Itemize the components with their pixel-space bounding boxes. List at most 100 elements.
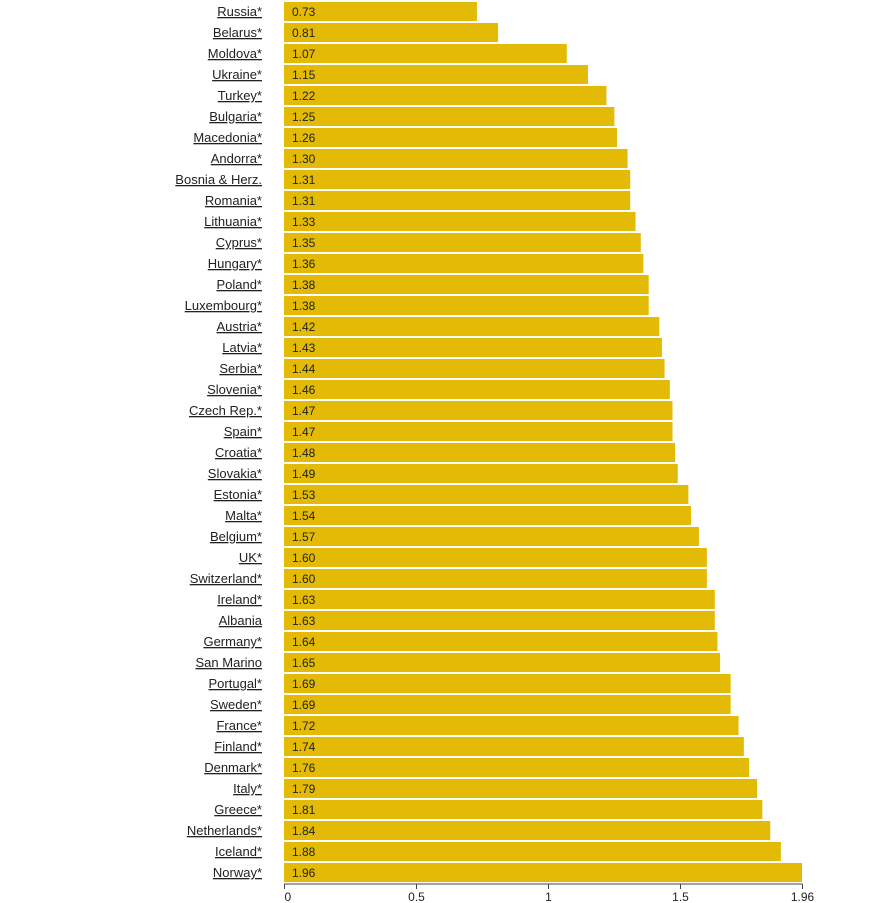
category-label-link[interactable]: Netherlands* [187, 823, 262, 838]
value-label: 1.53 [292, 488, 316, 502]
bar [284, 632, 718, 651]
category-label-link[interactable]: Denmark* [204, 760, 262, 775]
value-label: 1.63 [292, 614, 316, 628]
bar [284, 359, 665, 378]
bar [284, 800, 763, 819]
category-label-link[interactable]: Austria* [216, 319, 262, 334]
category-label-link[interactable]: Ireland* [217, 592, 262, 607]
category-label-link[interactable]: Andorra* [211, 151, 262, 166]
bar [284, 548, 707, 567]
category-label-link[interactable]: Italy* [233, 781, 262, 796]
bar [284, 65, 588, 84]
x-tick-label: 0.5 [408, 890, 425, 903]
category-label-link[interactable]: Hungary* [208, 256, 262, 271]
bar [284, 779, 758, 798]
value-label: 1.81 [292, 803, 316, 817]
category-label-link[interactable]: Serbia* [219, 361, 262, 376]
category-label-link[interactable]: France* [216, 718, 262, 733]
bar [284, 296, 649, 315]
value-label: 0.81 [292, 26, 316, 40]
value-label: 1.48 [292, 446, 316, 460]
category-label-link[interactable]: Bulgaria* [209, 109, 262, 124]
category-label-link[interactable]: Iceland* [215, 844, 262, 859]
bar [284, 317, 660, 336]
category-label-link[interactable]: Moldova* [208, 46, 262, 61]
category-label-link[interactable]: Belarus* [213, 25, 262, 40]
category-label-link[interactable]: San Marino [196, 655, 262, 670]
bar [284, 653, 721, 672]
bar [284, 86, 607, 105]
bar [284, 464, 678, 483]
value-label: 1.38 [292, 278, 316, 292]
category-label-link[interactable]: Czech Rep.* [189, 403, 262, 418]
bar [284, 254, 644, 273]
bar [284, 863, 802, 882]
value-label: 1.64 [292, 635, 316, 649]
category-label-link[interactable]: Luxembourg* [185, 298, 262, 313]
value-label: 1.44 [292, 362, 316, 376]
category-label-link[interactable]: Albania [219, 613, 263, 628]
category-label-link[interactable]: Russia* [217, 4, 262, 19]
bar [284, 401, 673, 420]
value-label: 1.79 [292, 782, 316, 796]
value-label: 1.35 [292, 236, 316, 250]
value-label: 0.73 [292, 5, 316, 19]
category-label-link[interactable]: Switzerland* [190, 571, 262, 586]
category-label-link[interactable]: Turkey* [218, 88, 262, 103]
category-label-link[interactable]: Finland* [214, 739, 262, 754]
bar [284, 569, 707, 588]
value-label: 1.26 [292, 131, 316, 145]
bar [284, 338, 662, 357]
value-label: 1.88 [292, 845, 316, 859]
value-label: 1.33 [292, 215, 316, 229]
category-label-link[interactable]: Malta* [225, 508, 262, 523]
category-label-link[interactable]: Portugal* [209, 676, 262, 691]
category-label-link[interactable]: Belgium* [210, 529, 262, 544]
bar [284, 275, 649, 294]
bar [284, 422, 673, 441]
value-label: 1.31 [292, 173, 316, 187]
value-label: 1.07 [292, 47, 316, 61]
bar [284, 485, 689, 504]
bar [284, 737, 744, 756]
category-label-link[interactable]: Bosnia & Herz. [175, 172, 262, 187]
bar [284, 23, 499, 42]
category-label-link[interactable]: Estonia* [214, 487, 262, 502]
category-label-link[interactable]: Macedonia* [193, 130, 262, 145]
category-label-link[interactable]: Latvia* [222, 340, 262, 355]
category-label-link[interactable]: Lithuania* [204, 214, 262, 229]
value-label: 1.96 [292, 866, 316, 880]
value-label: 1.42 [292, 320, 316, 334]
category-label-link[interactable]: Slovakia* [208, 466, 262, 481]
value-label: 1.25 [292, 110, 316, 124]
value-label: 1.15 [292, 68, 316, 82]
category-label-link[interactable]: Romania* [205, 193, 262, 208]
bars-layer [284, 2, 802, 882]
x-tick-label: 1.5 [672, 890, 689, 903]
bar [284, 527, 699, 546]
value-label: 1.60 [292, 551, 316, 565]
category-label-link[interactable]: Norway* [213, 865, 262, 880]
category-label-link[interactable]: UK* [239, 550, 262, 565]
bar [284, 233, 641, 252]
bar [284, 191, 631, 210]
bar [284, 380, 670, 399]
value-label: 1.69 [292, 677, 316, 691]
category-label-link[interactable]: Greece* [214, 802, 262, 817]
category-label-link[interactable]: Spain* [224, 424, 262, 439]
value-label: 1.30 [292, 152, 316, 166]
category-label-link[interactable]: Croatia* [215, 445, 262, 460]
category-label-link[interactable]: Ukraine* [212, 67, 262, 82]
value-labels: 0.73 0.81 1.07 1.15 1.22 1.25 1.26 1.30 1.31 1.31… [292, 5, 316, 880]
category-label-link[interactable]: Poland* [216, 277, 262, 292]
category-label-link[interactable]: Slovenia* [207, 382, 262, 397]
value-label: 1.47 [292, 425, 316, 439]
value-label: 1.60 [292, 572, 316, 586]
x-tick-label: 1.96 [791, 890, 815, 903]
category-label-link[interactable]: Cyprus* [216, 235, 262, 250]
x-axis: 0 0.5 1 1.5 1.96 [284, 883, 815, 903]
category-label-link[interactable]: Germany* [203, 634, 262, 649]
value-label: 1.46 [292, 383, 316, 397]
category-label-link[interactable]: Sweden* [210, 697, 262, 712]
